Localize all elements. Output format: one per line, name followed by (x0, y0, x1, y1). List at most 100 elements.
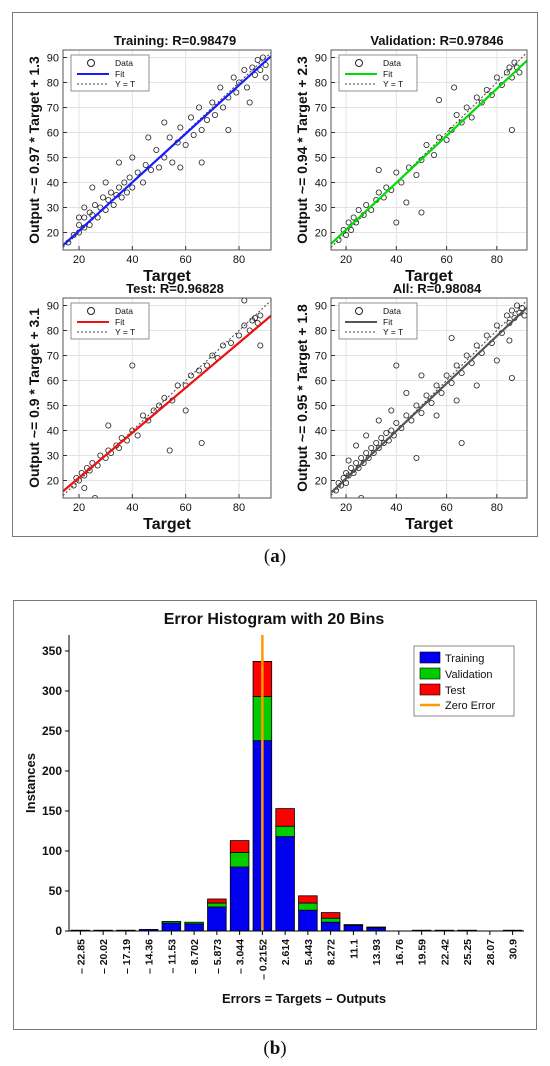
y-tick-label: 30 (47, 203, 59, 215)
data-point (129, 184, 136, 191)
y-tick-label: 300 (42, 684, 62, 698)
data-point (433, 382, 440, 389)
data-point (413, 402, 420, 409)
data-point (375, 417, 382, 424)
x-tick-label: 5.443 (303, 939, 315, 965)
data-point (478, 99, 485, 106)
histogram-bar-training (343, 924, 364, 932)
y-tick-label: 80 (315, 78, 327, 90)
x-tick-label: – 22.85 (75, 939, 87, 974)
histogram-bar-validation (366, 926, 386, 929)
data-point (375, 444, 382, 451)
data-point (198, 127, 205, 134)
data-point (129, 362, 136, 369)
y-tick-label: 30 (47, 451, 59, 463)
y-tick-label: 60 (47, 128, 59, 140)
histogram-bar-validation (207, 902, 227, 908)
regression-plot-1: 20 40 60 80 20 30 40 50 60 70 80 90 Training: R=0.98… (26, 33, 272, 285)
legend-label-identity: Y = T (115, 79, 135, 89)
x-tick-label: 2.614 (280, 939, 292, 965)
histogram-bar-training (229, 866, 250, 932)
data-point (418, 209, 425, 216)
data-point (126, 174, 133, 181)
legend-label-fit: Fit (383, 317, 393, 327)
legend-data-marker (87, 59, 95, 67)
legend-label-data: Data (383, 58, 401, 68)
data-point (521, 312, 527, 319)
data-point (453, 112, 460, 119)
y-tick-label: 40 (47, 178, 59, 190)
data-point (483, 87, 490, 94)
data-point (70, 231, 77, 238)
x-axis-label: Target (143, 516, 191, 533)
plot-frame (330, 297, 528, 499)
data-point (418, 372, 425, 379)
legend-data-marker (87, 307, 95, 315)
data-point (370, 449, 377, 456)
data-point (348, 464, 355, 471)
data-point (134, 169, 141, 176)
data-point (503, 312, 510, 319)
y-tick-label: 250 (42, 724, 62, 738)
data-point (177, 164, 184, 171)
data-point (506, 337, 513, 344)
data-point (451, 84, 458, 91)
data-point (511, 59, 518, 66)
histogram-bar-validation (161, 920, 182, 924)
legend-label-fit: Fit (115, 317, 125, 327)
data-point (508, 127, 515, 134)
data-point (418, 409, 425, 416)
y-tick-label: 40 (315, 426, 327, 438)
identity-line (63, 300, 271, 496)
data-point (493, 74, 500, 81)
x-tick-label: 25.25 (462, 939, 474, 965)
data-point (81, 204, 88, 211)
x-tick-label: 60 (440, 254, 452, 266)
data-point (448, 334, 455, 341)
y-tick-label: 20 (47, 228, 59, 240)
data-point (251, 314, 258, 321)
regression-plots: 20 40 60 80 20 30 40 50 60 70 80 90 Training: R=0.98… (26, 33, 528, 533)
data-point (375, 189, 382, 196)
data-point (102, 179, 109, 186)
data-point (257, 67, 264, 74)
data-point (116, 184, 123, 191)
data-point (403, 389, 410, 396)
legend-label-data: Data (383, 306, 401, 316)
data-point (363, 432, 370, 439)
data-point (398, 179, 405, 186)
data-point (388, 427, 395, 434)
y-tick-label: 20 (315, 476, 327, 488)
data-point (118, 194, 125, 201)
data-point (358, 454, 365, 461)
data-point (453, 397, 460, 404)
data-point (403, 199, 410, 206)
data-point (443, 137, 450, 144)
y-tick-label: 70 (315, 351, 327, 363)
y-tick-label: 50 (47, 401, 59, 413)
data-point (375, 166, 382, 173)
data-point (458, 439, 465, 446)
data-point (254, 57, 261, 64)
legend-label-data: Data (115, 58, 133, 68)
legend-data-marker (355, 59, 363, 67)
x-tick-label: 28.07 (485, 939, 497, 965)
y-tick-label: 30 (315, 451, 327, 463)
y-axis-label: Output ~= 0.9 * Target + 3.1 (26, 308, 42, 488)
data-point (145, 134, 152, 141)
x-tick-label: 16.76 (394, 939, 406, 965)
data-point (121, 179, 128, 186)
data-point (182, 141, 189, 148)
data-point (423, 392, 430, 399)
data-point (227, 339, 234, 346)
y-tick-label: 50 (315, 401, 327, 413)
data-point (166, 447, 173, 454)
data-point (513, 302, 520, 309)
data-point (76, 221, 83, 228)
y-tick-label: 90 (47, 53, 59, 65)
data-point (198, 439, 205, 446)
data-point (436, 97, 443, 104)
data-point (97, 452, 104, 459)
data-point (363, 449, 370, 456)
